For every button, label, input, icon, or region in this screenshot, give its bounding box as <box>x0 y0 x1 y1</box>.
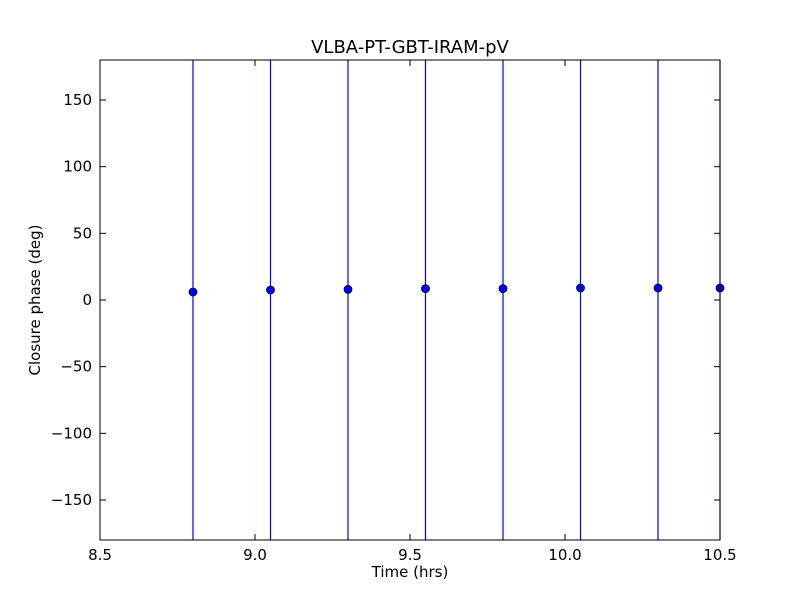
y-tick-label: −100 <box>51 424 92 442</box>
y-tick-labels: 150 100 50 0 −50 −100 −150 <box>51 91 92 509</box>
data-point <box>343 284 353 294</box>
y-tick-label: 150 <box>63 91 92 109</box>
data-point <box>653 283 663 293</box>
x-tick-labels: 8.5 9.0 9.5 10.0 10.5 <box>88 546 737 564</box>
data-point <box>266 285 275 295</box>
y-tick-label: −50 <box>60 358 92 376</box>
x-tick-label: 8.5 <box>88 546 112 564</box>
data-point <box>421 284 430 294</box>
x-tick-label: 10.0 <box>548 546 581 564</box>
x-tick-label: 9.0 <box>243 546 267 564</box>
y-tick-label: −150 <box>51 491 92 509</box>
data-point <box>498 284 508 294</box>
data-point <box>576 283 585 293</box>
chart-title: VLBA-PT-GBT-IRAM-pV <box>311 37 509 58</box>
x-tick-label: 9.5 <box>398 546 422 564</box>
y-tick-label: 100 <box>63 158 92 176</box>
x-axis-label: Time (hrs) <box>371 563 449 581</box>
data-point <box>188 287 198 297</box>
y-tick-label: 50 <box>73 224 92 242</box>
plot-frame <box>99 59 721 541</box>
y-axis-label: Closure phase (deg) <box>26 225 44 376</box>
x-tick-label: 10.5 <box>703 546 736 564</box>
plot-area <box>100 60 720 540</box>
y-tick-label: 0 <box>82 291 92 309</box>
